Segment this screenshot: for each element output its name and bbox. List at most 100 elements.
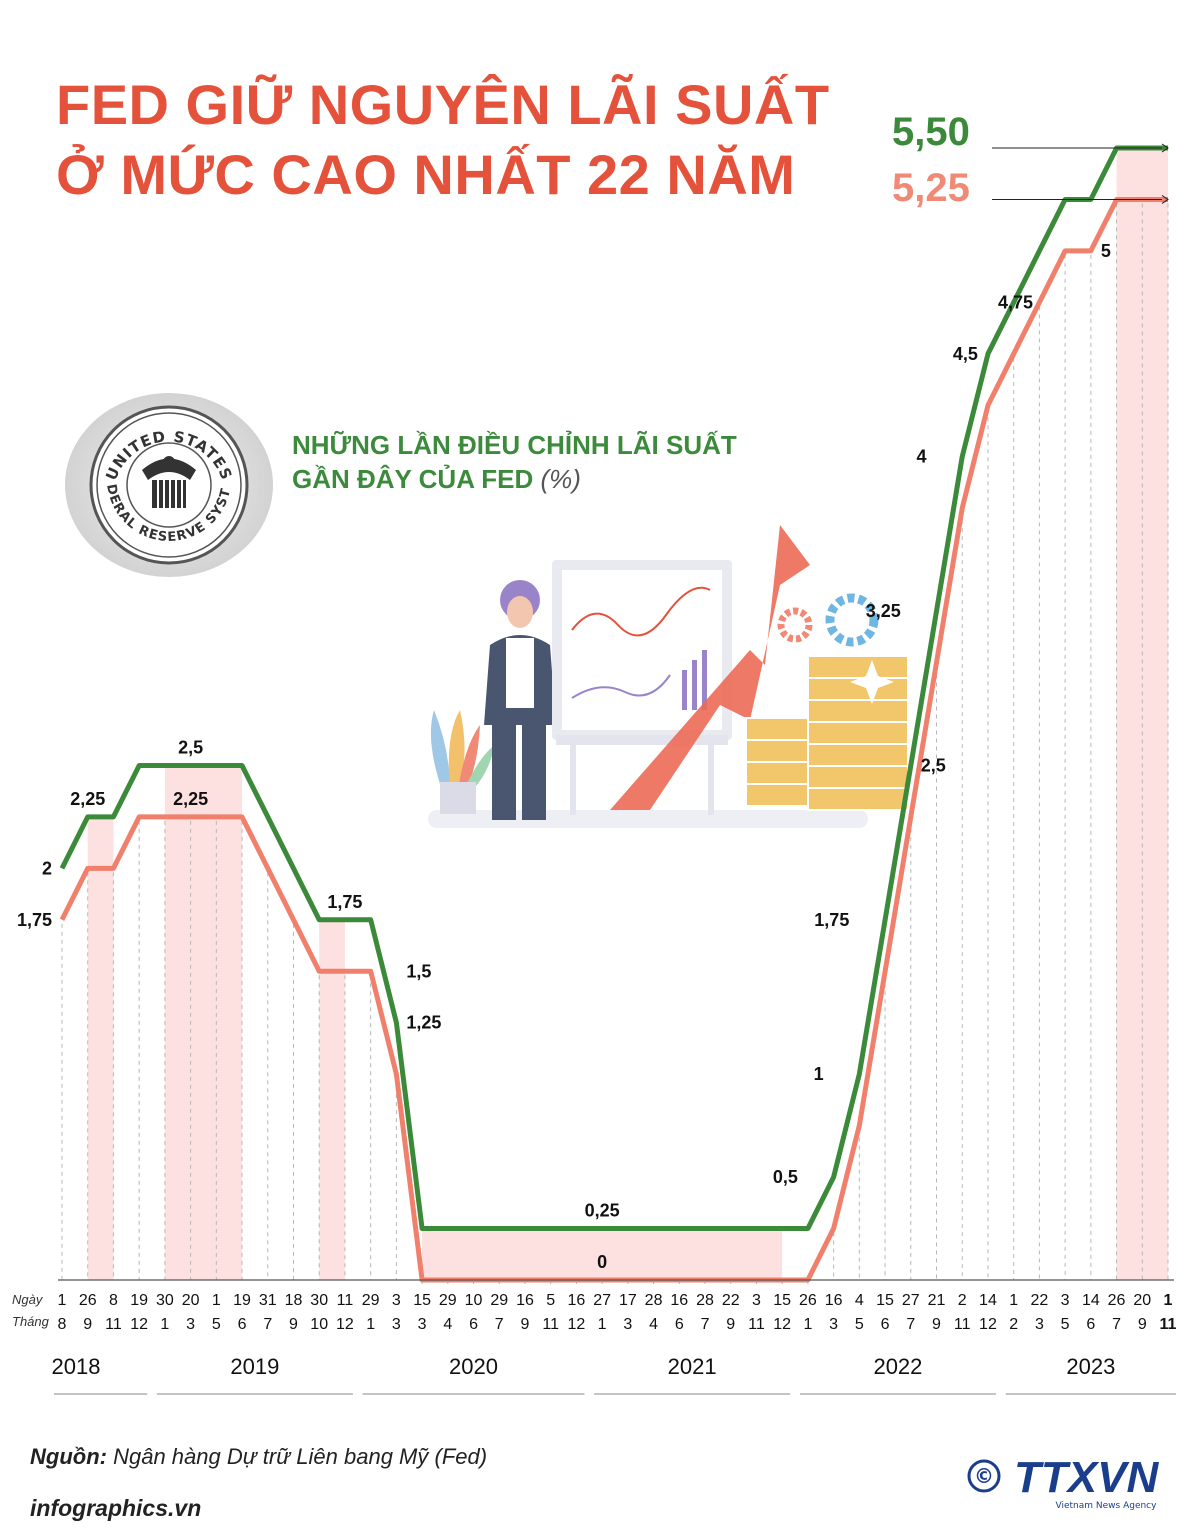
source-note: Nguồn: Ngân hàng Dự trữ Liên bang Mỹ (Fe… bbox=[30, 1444, 487, 1470]
data-label: 1,75 bbox=[814, 910, 849, 930]
data-label: 4,75 bbox=[998, 292, 1033, 312]
tick-label-month: 5 bbox=[1061, 1316, 1070, 1333]
pointer-upper-arrow bbox=[1161, 143, 1169, 153]
growth-arrow-icon bbox=[610, 525, 810, 810]
tick-label-month: 8 bbox=[58, 1316, 67, 1333]
tick-label-day: 3 bbox=[752, 1292, 761, 1309]
tick-label-month: 4 bbox=[649, 1316, 658, 1333]
tick-label-day: 3 bbox=[392, 1292, 401, 1309]
data-label: 0,25 bbox=[585, 1201, 620, 1221]
tick-label-month: 3 bbox=[418, 1316, 427, 1333]
tick-label-day: 26 bbox=[799, 1292, 817, 1309]
presenter-icon bbox=[484, 580, 556, 820]
title-line-1: FED GIỮ NGUYÊN LÃI SUẤT bbox=[56, 73, 830, 136]
data-label: 1,25 bbox=[406, 1013, 441, 1033]
data-label: 2,25 bbox=[70, 789, 105, 809]
tick-label-month: 9 bbox=[932, 1316, 941, 1333]
tick-label-month: 9 bbox=[289, 1316, 298, 1333]
year-label: 2023 bbox=[1066, 1354, 1115, 1379]
data-label: 1,75 bbox=[17, 910, 52, 930]
data-label: 1 bbox=[814, 1064, 824, 1084]
data-label: 2 bbox=[42, 858, 52, 878]
tick-label-day: 17 bbox=[619, 1292, 637, 1309]
whiteboard-icon bbox=[552, 560, 732, 815]
data-label: 0,5 bbox=[773, 1167, 798, 1187]
tick-label-month: 3 bbox=[829, 1316, 838, 1333]
tick-label-month: 12 bbox=[130, 1316, 148, 1333]
highlight-band-3 bbox=[422, 1228, 783, 1280]
tick-label-month: 6 bbox=[1086, 1316, 1095, 1333]
tick-label-month: 1 bbox=[366, 1316, 375, 1333]
source-text: Ngân hàng Dự trữ Liên bang Mỹ (Fed) bbox=[113, 1444, 488, 1469]
tick-label-day: 22 bbox=[722, 1292, 740, 1309]
tick-label-day: 29 bbox=[362, 1292, 380, 1309]
copyright-icon: © bbox=[974, 1464, 994, 1488]
tick-label-month: 2 bbox=[1009, 1316, 1018, 1333]
tick-label-month: 12 bbox=[336, 1316, 354, 1333]
tick-label-month: 12 bbox=[568, 1316, 586, 1333]
tick-label-month: 9 bbox=[726, 1316, 735, 1333]
tick-label-month: 5 bbox=[855, 1316, 864, 1333]
tick-label-day: 29 bbox=[439, 1292, 457, 1309]
data-label: 1,75 bbox=[327, 892, 362, 912]
tick-label-day: 28 bbox=[696, 1292, 714, 1309]
highlight-band-0 bbox=[87, 816, 114, 1280]
tick-label-day: 16 bbox=[516, 1292, 534, 1309]
tick-label-month: 11 bbox=[105, 1316, 122, 1333]
tick-label-day: 2 bbox=[958, 1292, 967, 1309]
presentation-illustration bbox=[428, 525, 909, 828]
data-label: 4 bbox=[916, 447, 926, 467]
tick-label-month: 10 bbox=[310, 1316, 328, 1333]
tick-label-month: 6 bbox=[469, 1316, 478, 1333]
tick-label-month: 5 bbox=[212, 1316, 221, 1333]
tick-label-day: 19 bbox=[233, 1292, 251, 1309]
source-label: Nguồn: bbox=[30, 1444, 107, 1469]
tick-label-day: 5 bbox=[546, 1292, 555, 1309]
tick-label-month: 3 bbox=[1035, 1316, 1044, 1333]
tick-label-month: 1 bbox=[803, 1316, 812, 1333]
tick-label-month: 11 bbox=[542, 1316, 559, 1333]
tick-label-day: 10 bbox=[465, 1292, 483, 1309]
tick-label-day: 18 bbox=[285, 1292, 303, 1309]
current-lower-rate: 5,25 bbox=[892, 166, 970, 210]
tick-label-month: 9 bbox=[83, 1316, 92, 1333]
tick-label-day: 1 bbox=[58, 1292, 67, 1309]
tick-label-day: 30 bbox=[310, 1292, 328, 1309]
tick-label-day: 29 bbox=[490, 1292, 508, 1309]
ttxvn-logo: © TTXVN Vietnam News Agency bbox=[967, 1453, 1159, 1511]
year-label: 2020 bbox=[449, 1354, 498, 1379]
tick-label-month: 1 bbox=[598, 1316, 607, 1333]
highlight-band-1 bbox=[164, 765, 243, 1280]
tick-label-day: 30 bbox=[156, 1292, 174, 1309]
tick-label-month: 6 bbox=[238, 1316, 247, 1333]
data-label: 3,25 bbox=[866, 601, 901, 621]
federal-reserve-seal-icon: UNITED STATES FEDERAL RESERVE SYSTEM bbox=[64, 392, 273, 577]
subtitle-line-1: NHỮNG LẦN ĐIỀU CHỈNH LÃI SUẤT bbox=[292, 430, 737, 460]
tick-label-day: 26 bbox=[79, 1292, 97, 1309]
tick-label-month: 9 bbox=[521, 1316, 530, 1333]
tick-label-day: 27 bbox=[902, 1292, 920, 1309]
sparkle-icon bbox=[850, 660, 894, 704]
tick-label-day: 1 bbox=[1164, 1292, 1173, 1309]
data-label: 0 bbox=[597, 1252, 607, 1272]
tick-label-month: 11 bbox=[1160, 1316, 1177, 1333]
tick-label-day: 15 bbox=[876, 1292, 894, 1309]
tick-label-month: 4 bbox=[443, 1316, 452, 1333]
x-axis-title-month: Tháng bbox=[12, 1314, 50, 1329]
data-label: 2,25 bbox=[173, 789, 208, 809]
tick-label-month: 6 bbox=[675, 1316, 684, 1333]
tick-label-day: 19 bbox=[130, 1292, 148, 1309]
subtitle-line-2: GẦN ĐÂY CỦA FED bbox=[292, 464, 534, 494]
data-label: 2,5 bbox=[921, 755, 946, 775]
data-label: 5 bbox=[1101, 241, 1111, 261]
tick-label-month: 12 bbox=[773, 1316, 791, 1333]
tick-label-day: 28 bbox=[645, 1292, 663, 1309]
gear-icon bbox=[777, 593, 879, 647]
page-title: FED GIỮ NGUYÊN LÃI SUẤT Ở MỨC CAO NHẤT 2… bbox=[56, 70, 830, 210]
x-axis-title-day: Ngày bbox=[12, 1292, 44, 1307]
website-link[interactable]: infographics.vn bbox=[30, 1495, 202, 1521]
tick-label-day: 4 bbox=[855, 1292, 864, 1309]
logo-text: TTXVN bbox=[1014, 1453, 1159, 1502]
